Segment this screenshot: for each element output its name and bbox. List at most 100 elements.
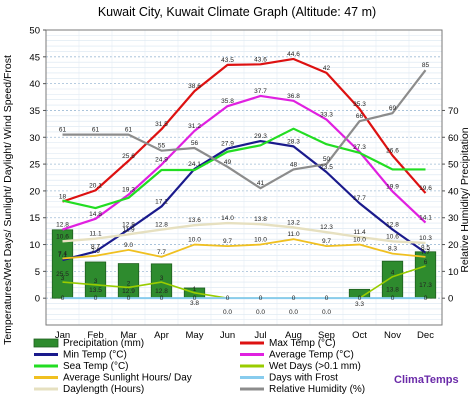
precip-label-apr: 12.8	[155, 288, 168, 295]
frost-label-may: 0	[193, 295, 197, 302]
frost-label-aug: 0	[292, 295, 296, 302]
x-tick-label-may: May	[186, 330, 204, 341]
sunlight-label-jan: 7.4	[58, 250, 67, 257]
avg-temp-label-jan: 12.8	[56, 222, 69, 229]
max-temp-label-jun: 43.5	[221, 57, 234, 64]
legend-item-min-temp-c-text: Min Temp (°C)	[63, 350, 127, 361]
sunlight-label-jun: 9.7	[223, 238, 232, 245]
series-line-min-temp-c	[62, 139, 427, 262]
sunlight-label-oct: 10.0	[353, 237, 366, 244]
series-line-max-temp-c	[62, 57, 427, 203]
humidity-label-jun: 49	[224, 159, 232, 166]
daylength-label-may: 13.6	[188, 217, 201, 224]
max-temp-label-mar: 25.6	[122, 153, 135, 160]
frost-label-mar: 0	[127, 295, 131, 302]
sunlight-label-jul: 10.0	[254, 237, 267, 244]
frost-label-oct: 0	[358, 295, 362, 302]
min-temp-label-jan: 7.1	[58, 252, 67, 259]
daylength-label-nov: 10.6	[386, 233, 399, 240]
wet-days-label-apr: 3	[160, 275, 164, 282]
humidity-label-dec: 85	[422, 62, 430, 69]
legend-item-average-temp-c-text: Average Temp (°C)	[269, 350, 354, 361]
daylength-label-apr: 12.8	[155, 222, 168, 229]
daylength-label-jun: 14.0	[221, 215, 234, 222]
right-tick-label: 70	[448, 106, 459, 117]
max-temp-label-dec: 19.6	[419, 185, 432, 192]
x-tick-label-jul: Jul	[254, 330, 266, 341]
daylength-label-mar: 11.9	[122, 226, 135, 233]
left-tick-label: 5	[35, 267, 40, 278]
brand-logo: ClimaTemps	[394, 374, 459, 386]
humidity-label-mar: 61	[125, 127, 133, 134]
right-tick-label: 30	[448, 213, 459, 224]
humidity-label-nov: 69	[389, 105, 397, 112]
avg-temp-label-oct: 27.3	[353, 144, 366, 151]
avg-temp-label-aug: 36.8	[287, 93, 300, 100]
wet-days-label-mar: 2	[127, 280, 131, 287]
left-tick-label: 35	[29, 106, 40, 117]
precip-label-oct: 3.3	[355, 301, 364, 308]
legend: Precipitation (mm) Max Temp (°C) Min Temp …	[33, 338, 459, 395]
precip-label-may: 3.8	[190, 300, 199, 307]
max-temp-label-jul: 43.6	[254, 56, 267, 63]
precip-label-jul: 0.0	[256, 309, 265, 316]
min-temp-label-jul: 29.3	[254, 133, 267, 140]
y-axis-left-label: Temperatures/Wet Days/ Sunlight/ Dayligh…	[2, 55, 14, 345]
max-temp-label-may: 38.6	[188, 83, 201, 90]
humidity-label-jan: 61	[59, 127, 67, 134]
x-tick-label-nov: Nov	[384, 330, 401, 341]
sunlight-label-may: 10.0	[188, 237, 201, 244]
avg-temp-label-may: 31.2	[188, 123, 201, 130]
avg-temp-label-dec: 14.1	[419, 215, 432, 222]
wet-days-label-may: 1	[193, 286, 197, 293]
legend-item-daylength-hours-text: Daylength (Hours)	[63, 384, 144, 395]
x-tick-label-oct: Oct	[352, 330, 367, 341]
max-temp-label-oct: 35.3	[353, 101, 366, 108]
legend-item-sea-temp-c-text: Sea Temp (°C)	[63, 361, 129, 372]
left-tick-label: 0	[35, 294, 40, 305]
daylength-label-jul: 13.8	[254, 216, 267, 223]
right-tick-label: 20	[448, 240, 459, 251]
avg-temp-label-nov: 19.9	[386, 183, 399, 190]
precip-label-mar: 12.9	[122, 288, 135, 295]
legend-item-relative-humidity-text: Relative Humidity (%)	[269, 384, 365, 395]
daylength-label-aug: 13.2	[287, 219, 300, 226]
x-tick-label-mar: Mar	[120, 330, 136, 341]
x-tick-label-feb: Feb	[87, 330, 103, 341]
max-temp-label-sep: 42	[323, 65, 331, 72]
min-temp-label-mar: 12.8	[122, 222, 135, 229]
sunlight-label-mar: 9.0	[124, 242, 133, 249]
frost-label-nov: 0	[391, 295, 395, 302]
precip-label-jun: 0.0	[223, 309, 232, 316]
sunlight-label-aug: 11.0	[287, 231, 300, 238]
avg-temp-label-jul: 37.7	[254, 88, 267, 95]
precip-label-sep: 0.0	[322, 309, 331, 316]
left-tick-label: 45	[29, 52, 40, 63]
sunlight-label-feb: 7.9	[91, 248, 100, 255]
avg-temp-label-mar: 19.3	[122, 187, 135, 194]
avg-temp-label-sep: 33.3	[320, 112, 333, 119]
daylength-label-dec: 10.3	[419, 235, 432, 242]
min-temp-label-dec: 8.5	[421, 245, 430, 252]
precip-label-feb: 13.5	[89, 287, 102, 294]
right-tick-label: 0	[448, 294, 453, 305]
sunlight-label-sep: 9.7	[322, 238, 331, 245]
wet-days-label-dec: 6	[424, 259, 428, 266]
x-tick-label-aug: Aug	[285, 330, 302, 341]
min-temp-label-sep: 23.5	[320, 164, 333, 171]
right-tick-label: 50	[448, 160, 459, 171]
frost-label-feb: 0	[94, 295, 98, 302]
right-tick-label: 10	[448, 267, 459, 278]
x-tick-label-jun: Jun	[220, 330, 235, 341]
left-tick-label: 25	[29, 160, 40, 171]
right-tick-label: 40	[448, 186, 459, 197]
humidity-label-jul: 41	[257, 180, 265, 187]
precip-label-dec: 17.3	[419, 282, 432, 289]
daylength-label-sep: 12.3	[320, 224, 333, 231]
precip-label-jan: 25.5	[56, 271, 69, 278]
series-lines	[62, 57, 427, 300]
grid	[45, 29, 443, 326]
left-tick-label: 40	[29, 79, 40, 90]
max-temp-label-apr: 31.5	[155, 121, 168, 128]
daylength-label-feb: 11.1	[89, 231, 102, 238]
